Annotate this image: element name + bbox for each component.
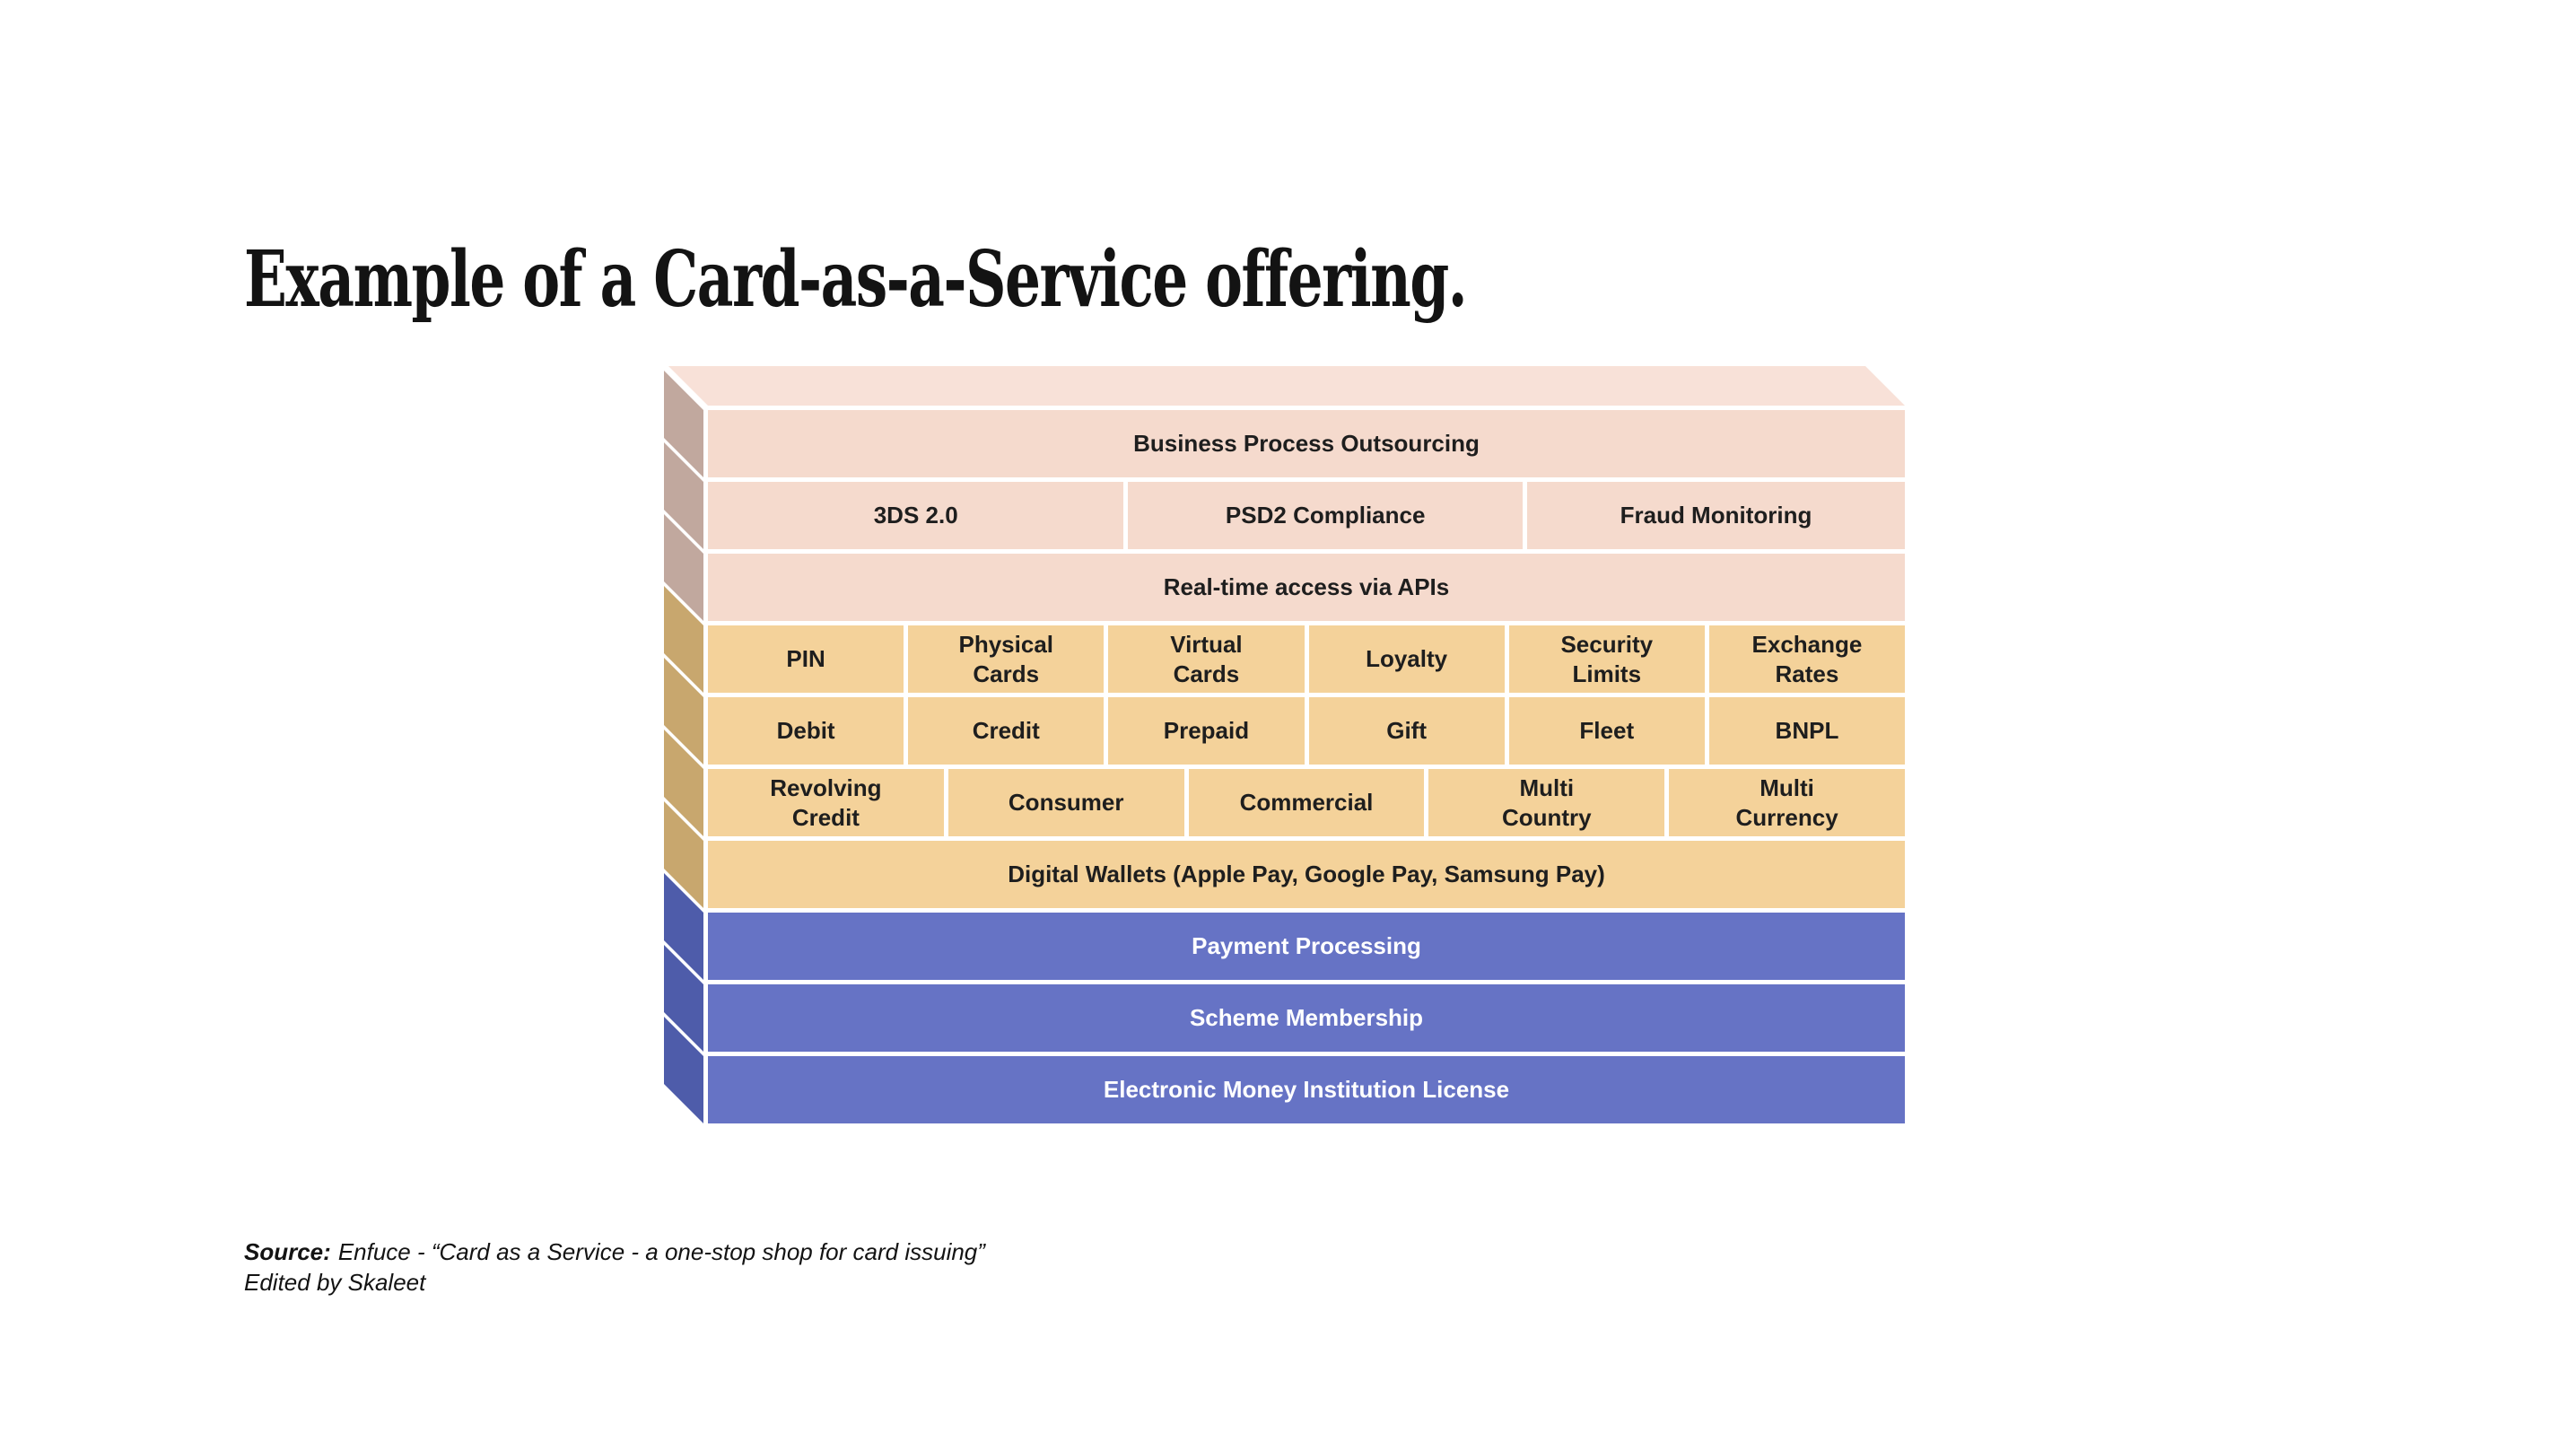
cell-electronic-money-institution-license: Electronic Money Institution License	[708, 1056, 1905, 1123]
cell-revolving-credit: Revolving Credit	[708, 769, 944, 836]
cell-physical-cards: Physical Cards	[908, 625, 1105, 693]
cell-business-process-outsourcing: Business Process Outsourcing	[708, 410, 1905, 477]
stack-row-api-access: Real-time access via APIs	[664, 514, 1905, 621]
cell-fraud-monitoring: Fraud Monitoring	[1526, 482, 1905, 549]
source-note: Source: Enfuce - “Card as a Service - a o…	[244, 1237, 985, 1298]
source-label: Source:	[244, 1238, 331, 1265]
stack-row-scheme-membership: Scheme Membership	[664, 945, 1905, 1052]
cell-security-limits: Security Limits	[1508, 625, 1705, 693]
page-title: Example of a Card-as-a-Service offering.	[244, 233, 1468, 325]
cell-scheme-membership: Scheme Membership	[708, 984, 1905, 1052]
source-text: Enfuce - “Card as a Service - a one-stop…	[337, 1238, 985, 1265]
stack-row-regulatory: 3DS 2.0 PSD2 Compliance Fraud Monitoring	[664, 442, 1905, 549]
cell-digital-wallets: Digital Wallets (Apple Pay, Google Pay, …	[708, 841, 1905, 908]
cell-gift: Gift	[1308, 697, 1505, 765]
stack-row-card-programs: Revolving Credit Consumer Commercial Mul…	[664, 730, 1905, 836]
cell-prepaid: Prepaid	[1108, 697, 1305, 765]
stack-row-digital-wallets: Digital Wallets (Apple Pay, Google Pay, …	[664, 801, 1905, 908]
cell-consumer: Consumer	[947, 769, 1184, 836]
cell-virtual-cards: Virtual Cards	[1108, 625, 1305, 693]
cell-multi-country: Multi Country	[1428, 769, 1665, 836]
cell-multi-currency: Multi Currency	[1669, 769, 1905, 836]
cell-pin: PIN	[708, 625, 904, 693]
cell-credit: Credit	[908, 697, 1105, 765]
edited-by-line: Edited by Skaleet	[244, 1269, 426, 1297]
cell-3ds-2-0: 3DS 2.0	[708, 482, 1124, 549]
cell-bnpl: BNPL	[1708, 697, 1906, 765]
cell-payment-processing: Payment Processing	[708, 913, 1905, 980]
cell-commercial: Commercial	[1188, 769, 1425, 836]
stack-row-card-types: Debit Credit Prepaid Gift Fleet BNPL	[664, 658, 1906, 765]
stack-row-card-features: PIN Physical Cards Virtual Cards Loyalty…	[664, 586, 1906, 693]
cell-psd2-compliance: PSD2 Compliance	[1128, 482, 1523, 549]
cell-fleet: Fleet	[1508, 697, 1705, 765]
cell-loyalty: Loyalty	[1308, 625, 1505, 693]
source-line: Source: Enfuce - “Card as a Service - a o…	[244, 1237, 985, 1267]
cell-debit: Debit	[708, 697, 904, 765]
stack-row-emi-license: Electronic Money Institution License	[664, 1017, 1905, 1123]
stack-row-business-process-outsourcing: Business Process Outsourcing	[664, 371, 1905, 477]
cell-real-time-access-via-apis: Real-time access via APIs	[708, 554, 1905, 621]
stack-row-payment-processing: Payment Processing	[664, 873, 1905, 980]
stack-top-face	[668, 366, 1905, 406]
cell-exchange-rates: Exchange Rates	[1708, 625, 1906, 693]
caas-stack-diagram: Business Process Outsourcing 3DS 2.0 PSD…	[664, 366, 1906, 1128]
